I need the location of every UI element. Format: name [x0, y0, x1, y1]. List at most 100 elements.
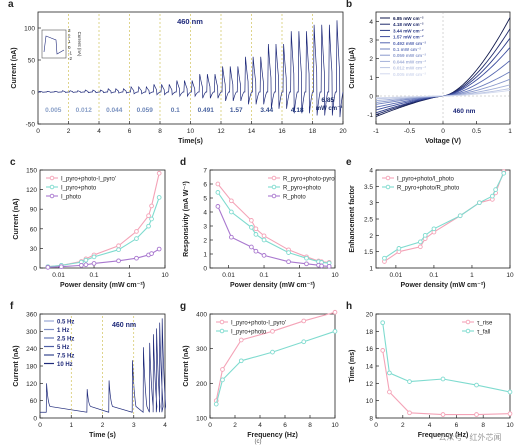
legend-marker: [219, 328, 225, 334]
y-tick-label: 400: [196, 312, 207, 319]
y-tick-label: 0: [33, 266, 37, 273]
x-tick-label: 0.1: [260, 272, 269, 279]
panel-d: d 0.01 0.1 1 10 0 1 2 3 4 5 6 7 Power density (mW cm⁻…: [180, 157, 339, 289]
x-tick-label: 10: [331, 422, 339, 429]
data-point: [270, 349, 275, 355]
legend-entry: 0.5 Hz: [57, 320, 74, 326]
legend-entry: R_pyro+photo-pyro': [283, 177, 336, 183]
x-axis-label: Power density (mW cm⁻²): [401, 282, 486, 289]
legend-entry: 5 Hz: [57, 345, 69, 351]
data-point: [91, 261, 97, 266]
legend-marker: [271, 175, 277, 181]
legend-entry: 0.1 mW cm⁻²: [393, 47, 421, 52]
x-tick-label: 4: [258, 422, 262, 429]
panel-label: e: [346, 157, 352, 168]
legend-entry: R_pyro+photo: [283, 186, 322, 192]
x-tick-label: 0: [36, 128, 40, 135]
power-unit-label: mW cm⁻²: [316, 105, 343, 112]
y-axis-label: Time (ms): [349, 350, 356, 383]
panel-label: a: [8, 0, 14, 10]
x-tick-label: 8: [308, 422, 312, 429]
data-point: [286, 250, 291, 255]
legend-entry: I_pyro+photo-I_pyro': [231, 321, 286, 327]
current-trace: [40, 318, 166, 413]
x-tick-label: 20: [339, 128, 347, 135]
panel-a: a0 2 4 6 8 10 12 14 16 18 20-50050100Time(s)Curren…: [8, 0, 347, 145]
data-point: [474, 412, 479, 417]
legend-entry: I_pyro+photo: [61, 186, 97, 192]
legend-entry: 7.5 Hz: [57, 354, 74, 360]
x-tick-label: 0: [208, 422, 212, 429]
data-point: [501, 170, 507, 176]
y-tick-label: 150: [26, 168, 37, 175]
data-point: [116, 243, 121, 249]
y-axis-label: Current (nA): [11, 47, 18, 88]
y-tick-label: 100: [196, 416, 207, 423]
panel-label: h: [346, 301, 352, 312]
legend-entry: 0.012 mW cm⁻²: [393, 66, 427, 71]
data-point: [380, 348, 386, 353]
y-tick-label: 2: [369, 233, 373, 240]
x-axis-label: Time (s): [89, 432, 116, 439]
legend-entry: I_pyro+photo/I_photo: [397, 177, 455, 183]
x-tick-label: 18: [309, 128, 317, 135]
legend-entry: I_pyro+photo: [231, 330, 267, 336]
y-tick-label: 180: [26, 364, 37, 371]
legend-entry: 3.44 mW cm⁻²: [393, 28, 424, 33]
x-tick-label: 10: [506, 272, 514, 279]
power-density-label: 0.005: [45, 107, 62, 114]
x-tick-label: 1: [470, 272, 474, 279]
data-point: [422, 232, 428, 238]
y-tick-label: 2.5: [364, 217, 373, 224]
data-point: [149, 216, 154, 222]
data-point: [396, 246, 402, 251]
data-point: [220, 367, 225, 372]
x-tick-label: 1: [508, 128, 512, 135]
data-point: [418, 239, 423, 245]
plot-frame: [209, 313, 336, 419]
data-point: [249, 218, 254, 223]
data-point: [229, 234, 234, 240]
x-tick-label: 10: [187, 128, 195, 135]
data-point: [134, 255, 139, 261]
data-point: [45, 264, 51, 270]
x-tick-label: 6: [128, 128, 132, 135]
data-point: [156, 195, 162, 200]
inset-tick-label: -1: [68, 50, 72, 55]
legend-entry: R_pyro+photo/R_photo: [397, 186, 460, 192]
data-point: [249, 225, 254, 230]
x-tick-label: 0: [374, 422, 378, 429]
legend-marker: [219, 319, 225, 325]
legend-marker: [49, 175, 55, 181]
y-tick-label: 2: [203, 238, 207, 245]
series-line: [382, 350, 511, 416]
power-density-label: 3.44: [260, 107, 273, 114]
x-axis-label: Power density (mW cm⁻²): [230, 282, 315, 289]
data-point: [146, 213, 151, 219]
legend-marker: [49, 184, 55, 190]
legend-entry: 0.059 mW cm⁻²: [393, 53, 427, 58]
y-tick-label: 5: [203, 196, 207, 203]
x-axis-label: Power density (mW cm⁻²): [60, 282, 145, 289]
x-tick-label: 1: [128, 272, 132, 279]
data-point: [332, 328, 338, 334]
x-tick-label: 2: [401, 422, 405, 429]
power-density-label: 4.18: [291, 107, 304, 114]
data-point: [156, 170, 162, 176]
legend-entry: 6.85 mW cm⁻²: [393, 16, 424, 21]
data-point: [116, 247, 121, 253]
panel-label: f: [10, 301, 14, 312]
y-tick-label: 60: [30, 398, 38, 405]
panel-g: g 0 2 4 6 8 10 100 200 300 400 Frequency (Hz) Curren…: [180, 301, 339, 439]
iv-curve: [375, 89, 511, 99]
data-point: [253, 226, 259, 232]
legend-entry: τ_fall: [477, 330, 490, 336]
data-point: [215, 204, 221, 209]
y-tick-label: 12: [366, 381, 374, 388]
data-point: [387, 389, 392, 395]
data-point: [319, 263, 324, 269]
power-density-label: 6.85: [321, 97, 334, 104]
panel-c: c 0.01 0.1 1 10 0 30 60 90 120 150 Power density (m…: [10, 157, 169, 289]
panel-e: e 0.01 0.1 1 10 1 1.5 2 2.5 3 3.5 4 Power density (m…: [346, 157, 514, 289]
x-tick-label: -1: [373, 128, 379, 135]
